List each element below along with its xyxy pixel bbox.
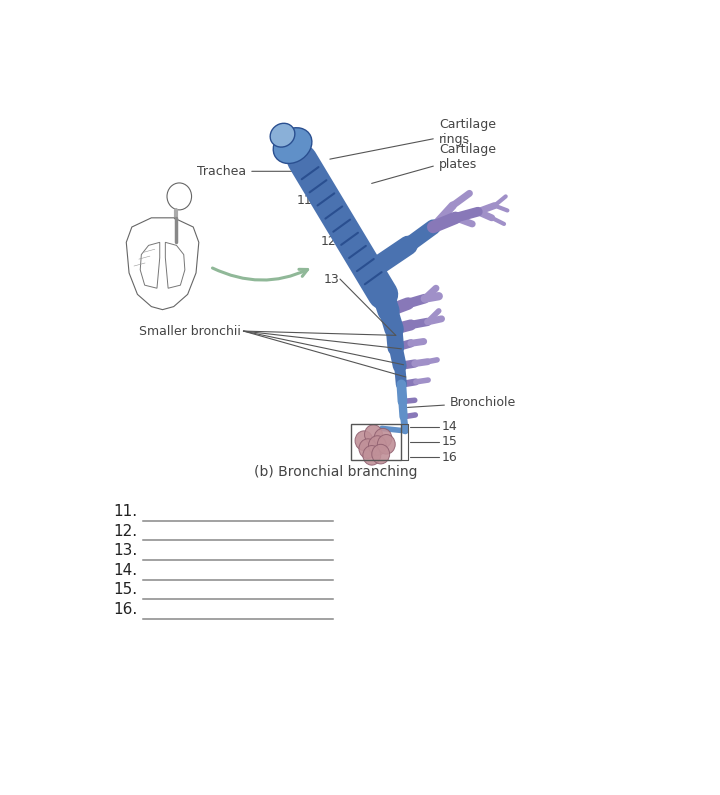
Circle shape bbox=[369, 436, 387, 456]
Text: 16: 16 bbox=[441, 451, 457, 463]
Text: 13.: 13. bbox=[114, 543, 138, 558]
Text: 15.: 15. bbox=[114, 583, 138, 597]
Ellipse shape bbox=[273, 128, 312, 164]
Text: 14: 14 bbox=[441, 420, 457, 433]
Circle shape bbox=[374, 429, 392, 448]
Text: Cartilage
rings: Cartilage rings bbox=[330, 118, 496, 159]
Text: Cartilage
plates: Cartilage plates bbox=[372, 142, 496, 184]
Text: 11.: 11. bbox=[114, 504, 138, 519]
Text: (b) Bronchial branching: (b) Bronchial branching bbox=[253, 465, 418, 479]
Text: Smaller bronchii: Smaller bronchii bbox=[139, 324, 240, 338]
Circle shape bbox=[377, 435, 395, 454]
Circle shape bbox=[372, 444, 390, 464]
Circle shape bbox=[363, 445, 381, 465]
Circle shape bbox=[364, 425, 382, 444]
Text: 14.: 14. bbox=[114, 563, 138, 578]
Text: 12.: 12. bbox=[114, 524, 138, 538]
Circle shape bbox=[355, 431, 373, 451]
Text: 11: 11 bbox=[297, 194, 312, 207]
Text: 13: 13 bbox=[323, 273, 339, 285]
Text: 16.: 16. bbox=[114, 602, 138, 617]
Ellipse shape bbox=[270, 123, 295, 147]
Text: 12: 12 bbox=[321, 235, 337, 247]
Circle shape bbox=[359, 439, 377, 459]
Bar bbox=[351, 424, 401, 460]
Text: Bronchiole: Bronchiole bbox=[408, 396, 516, 409]
Text: Trachea: Trachea bbox=[197, 165, 305, 178]
Text: 15: 15 bbox=[441, 436, 457, 448]
